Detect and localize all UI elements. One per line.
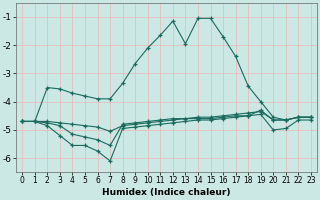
X-axis label: Humidex (Indice chaleur): Humidex (Indice chaleur)	[102, 188, 231, 197]
